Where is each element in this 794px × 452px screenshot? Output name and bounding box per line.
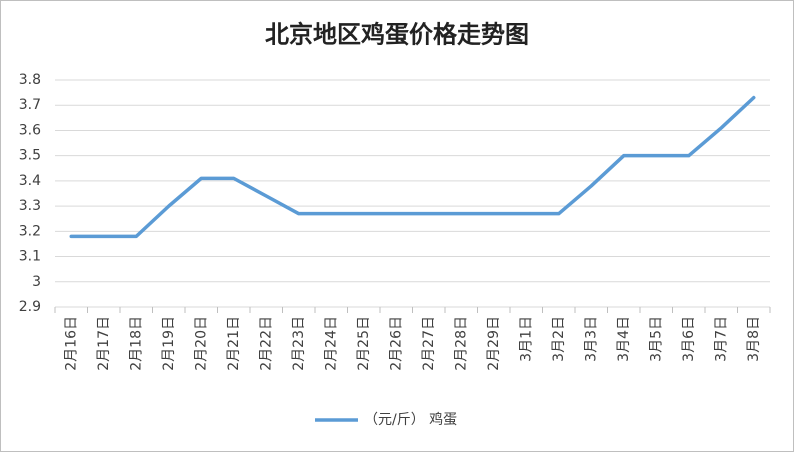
x-tick-label: 3月6日 bbox=[681, 316, 697, 362]
x-tick-label: 2月17日 bbox=[96, 316, 112, 371]
legend-label: （元/斤） 鸡蛋 bbox=[364, 411, 457, 428]
x-tick-label: 2月27日 bbox=[421, 316, 437, 371]
x-tick-label: 2月22日 bbox=[258, 316, 274, 371]
x-tick-label: 2月19日 bbox=[161, 316, 177, 371]
x-tick-label: 2月24日 bbox=[323, 316, 339, 371]
x-tick-label: 2月20日 bbox=[193, 316, 209, 371]
chart-title: 北京地区鸡蛋价格走势图 bbox=[265, 20, 529, 49]
x-tick-label: 3月3日 bbox=[583, 316, 599, 362]
y-tick-label: 3.5 bbox=[19, 148, 41, 164]
x-tick-label: 3月2日 bbox=[551, 316, 567, 362]
y-tick-label: 3.2 bbox=[19, 223, 41, 239]
x-tick-label: 3月5日 bbox=[648, 316, 664, 362]
x-tick-label: 2月29日 bbox=[486, 316, 502, 371]
y-tick-label: 3.8 bbox=[19, 72, 41, 88]
y-tick-label: 3.3 bbox=[19, 198, 41, 214]
x-tick-label: 2月26日 bbox=[388, 316, 404, 371]
x-tick-label: 2月18日 bbox=[128, 316, 144, 371]
y-tick-label: 3.4 bbox=[19, 173, 41, 189]
x-tick-label: 3月8日 bbox=[746, 316, 762, 362]
x-tick-label: 3月1日 bbox=[518, 316, 534, 362]
x-tick-label: 2月23日 bbox=[291, 316, 307, 371]
x-tick-label: 2月28日 bbox=[453, 316, 469, 371]
y-tick-label: 3 bbox=[32, 274, 41, 290]
y-tick-label: 3.7 bbox=[19, 97, 41, 113]
x-tick-label: 2月25日 bbox=[356, 316, 372, 371]
y-tick-label: 3.1 bbox=[19, 249, 41, 265]
x-tick-label: 3月4日 bbox=[616, 316, 632, 362]
y-tick-label: 2.9 bbox=[19, 299, 41, 315]
x-tick-label: 3月7日 bbox=[713, 316, 729, 362]
series-line bbox=[69, 95, 756, 239]
y-tick-label: 3.6 bbox=[19, 122, 41, 138]
x-tick-label: 2月16日 bbox=[63, 316, 79, 371]
x-tick-label: 2月21日 bbox=[226, 316, 242, 371]
